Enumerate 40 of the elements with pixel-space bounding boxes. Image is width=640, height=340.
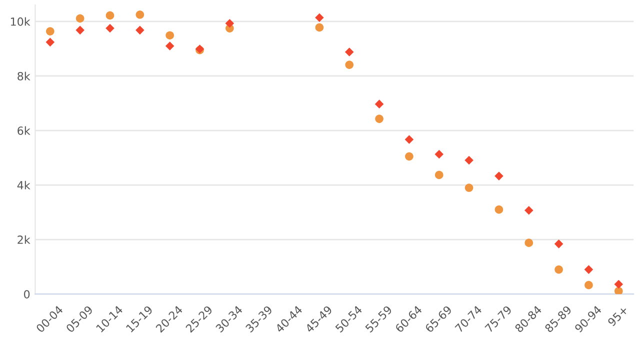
y-tick-label: 0 [24, 290, 30, 298]
point [434, 170, 444, 180]
point [524, 238, 534, 248]
point [106, 11, 114, 20]
point [46, 27, 54, 36]
y-tick-label: 10k [10, 17, 30, 26]
x-tick-label: 95+ [607, 305, 628, 327]
y-tick-label: 2k [18, 235, 30, 244]
point [494, 172, 504, 180]
point [554, 265, 563, 274]
point [315, 13, 324, 22]
point [464, 156, 474, 165]
point [344, 48, 354, 56]
point [494, 205, 504, 214]
point [106, 24, 114, 33]
y-tick-label: 4k [17, 180, 30, 190]
point [46, 38, 55, 47]
point [165, 42, 174, 50]
point [225, 18, 234, 28]
point [584, 280, 593, 290]
y-tick-label: 8k [18, 72, 30, 80]
point [76, 14, 84, 23]
point [374, 100, 384, 108]
point [315, 23, 324, 32]
point [375, 114, 384, 123]
point [614, 286, 623, 294]
point [614, 280, 624, 289]
point [404, 135, 414, 144]
point [166, 31, 174, 40]
point [584, 265, 594, 274]
point [345, 60, 354, 69]
point [136, 10, 144, 19]
point [464, 184, 474, 192]
point [136, 26, 144, 35]
point [524, 206, 534, 215]
point [554, 240, 564, 248]
point [405, 152, 414, 161]
point [76, 26, 84, 35]
y-tick-label: 6k [18, 126, 30, 135]
point [434, 150, 444, 159]
